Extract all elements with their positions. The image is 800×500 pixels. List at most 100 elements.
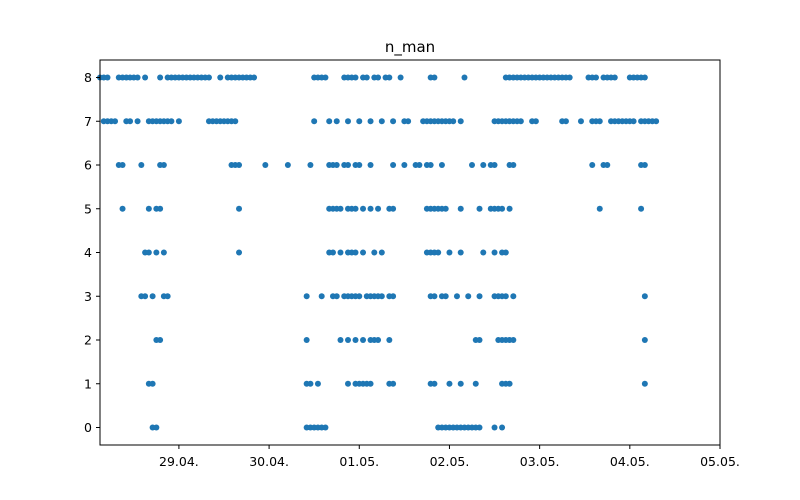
data-point [333,118,340,125]
data-point [604,162,611,168]
y-tick-label: 2 [84,333,92,348]
data-point [367,205,374,212]
data-point [142,74,149,81]
data-point [653,118,660,125]
data-point [311,118,318,125]
y-tick-label: 1 [84,376,92,391]
data-point [284,162,291,168]
data-point [127,118,134,125]
data-point [367,380,374,387]
data-point [326,118,333,125]
data-point [480,249,487,256]
data-point [345,162,351,168]
data-point [356,162,363,168]
y-tick-label: 6 [84,158,92,173]
data-point [390,293,397,300]
data-point [476,293,483,300]
data-point [371,249,378,256]
data-point [476,424,483,431]
data-point [427,162,434,168]
data-point [145,205,152,212]
data-point [506,205,513,212]
data-point [611,74,618,81]
x-tick-label: 04.05. [610,454,650,469]
data-point [345,380,351,387]
data-point [149,380,156,387]
data-point [378,249,385,256]
data-point [532,118,539,125]
data-point [375,205,382,212]
data-point [589,162,596,168]
y-axis: 0 1 2 3 4 5 6 7 8 [84,70,100,435]
data-point [138,162,145,168]
data-point [378,293,385,300]
data-point [416,162,423,168]
data-point [134,118,141,125]
y-tick-label: 0 [84,420,92,435]
data-point [469,162,475,168]
data-point [442,293,449,300]
data-point [397,74,404,81]
data-point [457,205,464,212]
data-point [329,249,336,256]
data-point [378,118,385,125]
data-point [457,380,464,387]
data-point [641,74,648,81]
data-point [217,74,224,81]
data-point [303,337,310,343]
data-point [596,118,603,125]
data-point [168,118,175,125]
x-axis: 29.04. 30.04. 01.05. 02.05. 03.05. 04.05. 05.0… [159,445,740,469]
data-point [596,205,603,212]
data-point [510,293,517,300]
data-point [465,293,472,300]
data-point [502,293,509,300]
x-tick-label: 01.05. [339,454,379,469]
data-point [502,249,509,256]
y-tick-label: 3 [84,289,92,304]
data-point [205,74,212,81]
data-point [506,380,513,387]
data-point [390,380,397,387]
data-point [630,118,637,125]
data-point [337,205,344,212]
data-point [386,337,393,343]
data-point [450,118,457,125]
data-point [491,249,498,256]
data-point [303,293,310,300]
data-point [476,337,483,343]
y-tick-label: 7 [84,114,92,129]
chart-title: n_man [385,38,435,57]
plot-frame [99,59,721,446]
data-point [363,74,370,81]
data-point [593,74,599,81]
data-point [375,337,382,343]
data-point [491,424,498,431]
data-point [352,205,359,212]
y-tick-label: 4 [84,245,92,260]
data-point [375,74,382,81]
data-point [142,293,149,300]
data-point [149,293,156,300]
data-point [499,424,506,431]
x-tick-label: 03.05. [520,454,560,469]
data-point [262,162,269,168]
data-point [638,205,645,212]
x-tick-label: 30.04. [249,454,289,469]
data-point [153,424,160,431]
data-point [345,337,351,343]
data-point [322,74,329,81]
data-point [236,205,243,212]
data-point [577,118,584,125]
data-point [360,249,367,256]
data-point [491,162,498,168]
data-point [164,293,171,300]
data-point [438,162,445,168]
data-point [307,162,314,168]
data-point [461,74,468,81]
data-point [367,162,374,168]
data-point [641,380,648,387]
data-point [641,337,648,343]
